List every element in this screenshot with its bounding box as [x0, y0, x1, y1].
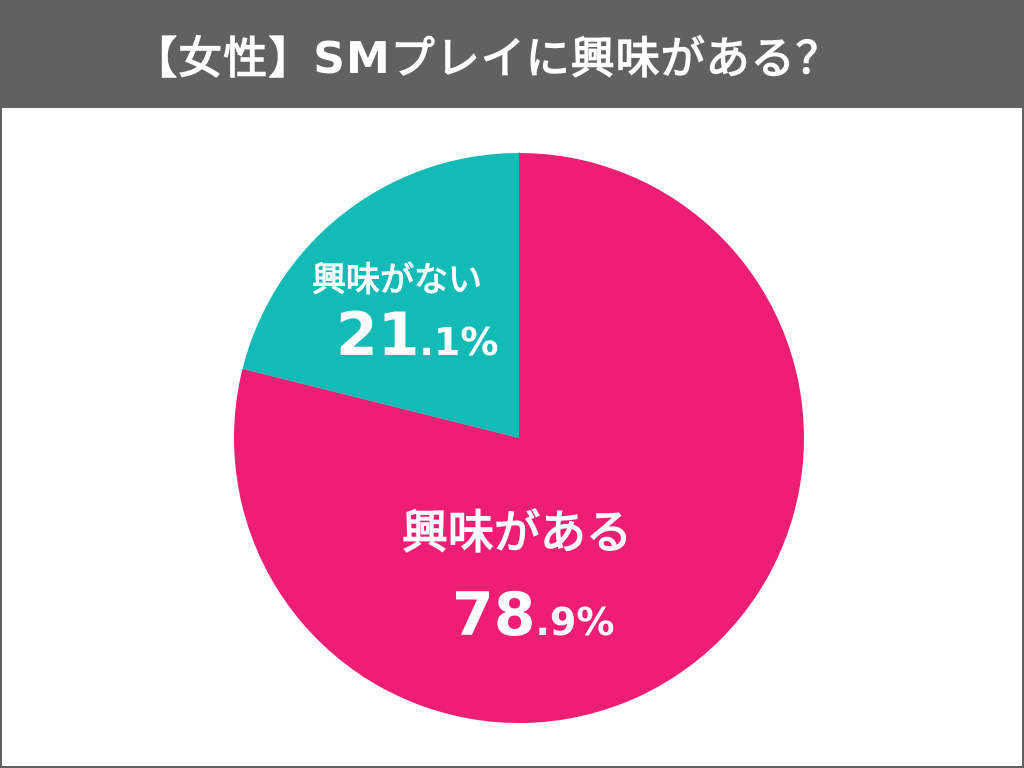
slice-label-yes: 興味がある [402, 505, 632, 559]
slice-label-no: 興味がない [312, 260, 482, 300]
slice-value-no-int: 21 [336, 300, 420, 370]
chart-header: 【女性】SMプレイに興味がある？ [0, 0, 1024, 108]
slice-value-yes-dec: .9% [535, 600, 615, 644]
slice-value-yes: 78.9% [452, 580, 614, 650]
slice-value-yes-int: 78 [452, 580, 536, 650]
chart-title: 【女性】SMプレイに興味がある？ [133, 33, 841, 84]
slice-value-no: 21.1% [336, 300, 498, 370]
slice-value-no-dec: .1% [419, 320, 499, 364]
pie-slice-no [242, 153, 519, 438]
